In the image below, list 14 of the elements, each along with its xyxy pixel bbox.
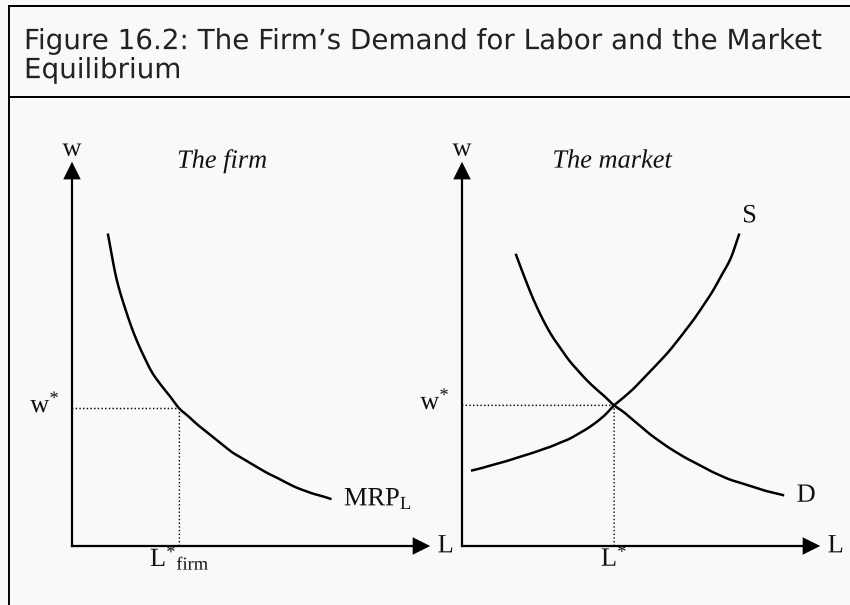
chart-title: Figure 16.2: The Firm’s Demand for Labor and the Market Equilibrium (26, 28, 822, 84)
ref-line-label: w$^{*}$ (30, 391, 58, 412)
series-label: MRP$_{L}$ (344, 488, 410, 509)
text: L$^{*}$$_{firm}$ (150, 545, 208, 570)
annotation: L$^{*}$ (602, 545, 626, 566)
x-axis-title: L (828, 535, 842, 552)
series-label: S (744, 204, 756, 223)
chart-subtitle: The firm (178, 149, 266, 174)
ref-line-label: w$^{*}$ (420, 388, 448, 410)
chart-subtitle: The market (554, 149, 672, 168)
y-axis-title: w (62, 144, 82, 156)
y-axis-title: w (452, 144, 472, 156)
x-axis-title: L (438, 535, 452, 552)
series-label: D (797, 484, 815, 502)
